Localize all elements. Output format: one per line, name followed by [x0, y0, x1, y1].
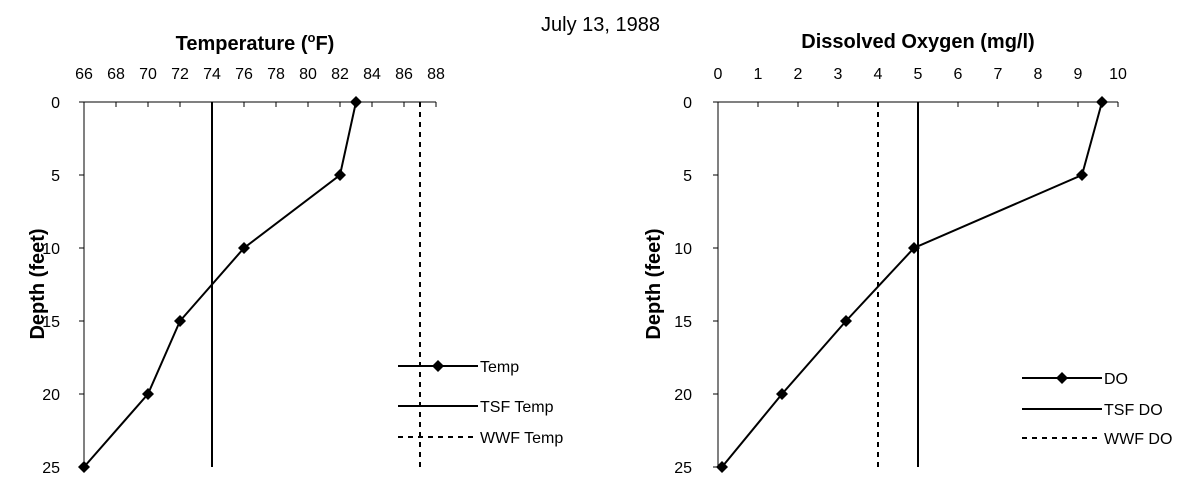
x-tick-label: 80	[299, 66, 317, 83]
legend-label: TSF Temp	[480, 399, 554, 416]
data-point	[142, 388, 154, 400]
y-tick-label: 20	[42, 387, 60, 404]
x-tick-label: 7	[994, 66, 1003, 83]
data-point	[350, 96, 362, 108]
y-tick-label: 25	[674, 460, 692, 477]
y-tick-label: 15	[674, 314, 692, 331]
data-point	[776, 388, 788, 400]
chart-title-unit: F)	[315, 33, 334, 55]
data-point	[1096, 96, 1108, 108]
data-point	[1076, 169, 1088, 181]
x-tick-label: 9	[1074, 66, 1083, 83]
chart-title-superscript: o	[308, 30, 316, 45]
x-tick-label: 78	[267, 66, 285, 83]
x-tick-label: 68	[107, 66, 125, 83]
x-tick-label: 86	[395, 66, 413, 83]
y-tick-label: 0	[683, 95, 692, 112]
chart-temperature: Temperature (oF) 66 68 70 72 74 76 78 80 82 84 86 88…	[27, 30, 563, 477]
legend-label: TSF DO	[1104, 402, 1163, 419]
x-tick-label: 3	[834, 66, 843, 83]
x-tick-label: 88	[427, 66, 445, 83]
data-point	[78, 461, 90, 473]
x-tick-label: 10	[1109, 66, 1127, 83]
y-axis-label: Depth (feet)	[27, 228, 49, 339]
y-tick-label: 5	[51, 168, 60, 185]
y-tick-label: 10	[674, 241, 692, 258]
x-tick-label: 72	[171, 66, 189, 83]
x-tick-label: 84	[363, 66, 381, 83]
legend-label: WWF DO	[1104, 431, 1172, 448]
chart-title-text: Temperature (	[176, 33, 308, 55]
legend-label: Temp	[480, 359, 519, 376]
page-title: July 13, 1988	[541, 14, 660, 36]
data-point	[334, 169, 346, 181]
y-axis-label: Depth (feet)	[643, 228, 665, 339]
data-point	[840, 315, 852, 327]
chart-title: Temperature (oF)	[176, 30, 335, 55]
x-tick-label: 6	[954, 66, 963, 83]
x-tick-label: 4	[874, 66, 883, 83]
y-tick-label: 20	[674, 387, 692, 404]
x-tick-label: 66	[75, 66, 93, 83]
x-tick-label: 2	[794, 66, 803, 83]
chart-title: Dissolved Oxygen (mg/l)	[801, 31, 1034, 53]
data-point	[238, 242, 250, 254]
x-tick-label: 70	[139, 66, 157, 83]
y-tick-label: 10	[42, 241, 60, 258]
y-tick-label: 5	[683, 168, 692, 185]
x-tick-label: 0	[714, 66, 723, 83]
legend-label: DO	[1104, 371, 1128, 388]
y-tick-label: 0	[51, 95, 60, 112]
x-tick-label: 82	[331, 66, 349, 83]
y-tick-label: 15	[42, 314, 60, 331]
x-tick-label: 76	[235, 66, 253, 83]
data-point	[716, 461, 728, 473]
series-line-do	[721, 101, 1103, 468]
x-tick-label: 1	[754, 66, 763, 83]
data-point	[174, 315, 186, 327]
legend-marker	[432, 360, 444, 372]
legend-label: WWF Temp	[480, 430, 563, 447]
chart-dissolved-oxygen: Dissolved Oxygen (mg/l) 0 1 2 3 4 5 6 7 8 9 10 0 5 10 1…	[643, 31, 1172, 477]
series-line-temp	[83, 101, 357, 468]
y-tick-label: 25	[42, 460, 60, 477]
chart-title-text: Dissolved Oxygen (mg/l)	[801, 31, 1034, 53]
legend-marker	[1056, 372, 1068, 384]
x-tick-label: 5	[914, 66, 923, 83]
x-tick-label: 74	[203, 66, 221, 83]
x-tick-label: 8	[1034, 66, 1043, 83]
